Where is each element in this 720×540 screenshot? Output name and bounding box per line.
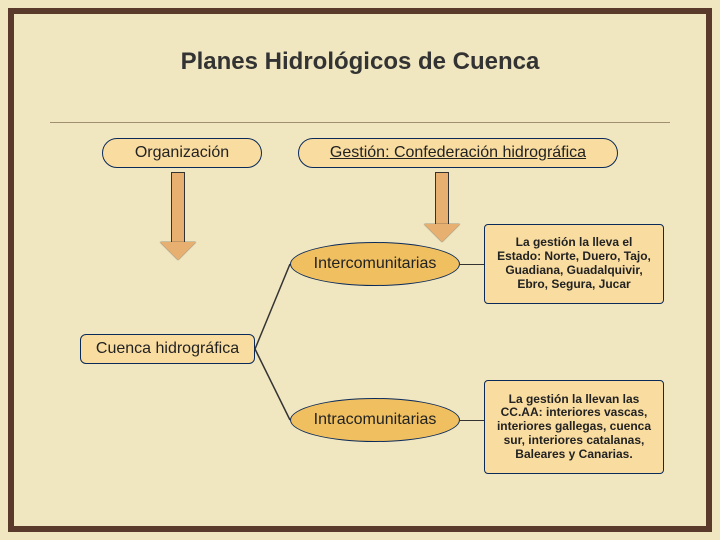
gestion-box: Gestión: Confederación hidrográfica xyxy=(298,138,618,168)
connector-inter-desc xyxy=(460,264,484,265)
arrow-organizacion-head-icon xyxy=(160,242,196,260)
title-underline xyxy=(50,122,670,123)
desc-ccaa-text: La gestión la llevan las CC.AA: interior… xyxy=(493,393,655,462)
desc-estado-box: La gestión la lleva el Estado: Norte, Du… xyxy=(484,224,664,304)
intracomunitarias-ellipse: Intracomunitarias xyxy=(290,398,460,442)
desc-estado-text: La gestión la lleva el Estado: Norte, Du… xyxy=(493,236,655,291)
arrow-organizacion-down xyxy=(171,172,185,242)
slide: Planes Hidrológicos de Cuenca Organizaci… xyxy=(0,0,720,540)
gestion-label: Gestión: Confederación hidrográfica xyxy=(330,144,586,162)
intercomunitarias-label: Intercomunitarias xyxy=(314,255,437,273)
intercomunitarias-ellipse: Intercomunitarias xyxy=(290,242,460,286)
cuenca-box: Cuenca hidrográfica xyxy=(80,334,255,364)
desc-ccaa-box: La gestión la llevan las CC.AA: interior… xyxy=(484,380,664,474)
cuenca-label: Cuenca hidrográfica xyxy=(96,340,239,358)
organizacion-label: Organización xyxy=(135,144,229,162)
connector-intra-desc xyxy=(460,420,484,421)
intracomunitarias-label: Intracomunitarias xyxy=(314,411,437,429)
organizacion-box: Organización xyxy=(102,138,262,168)
arrow-gestion-down xyxy=(435,172,449,224)
arrow-gestion-head-icon xyxy=(424,224,460,242)
page-title: Planes Hidrológicos de Cuenca xyxy=(0,48,720,76)
